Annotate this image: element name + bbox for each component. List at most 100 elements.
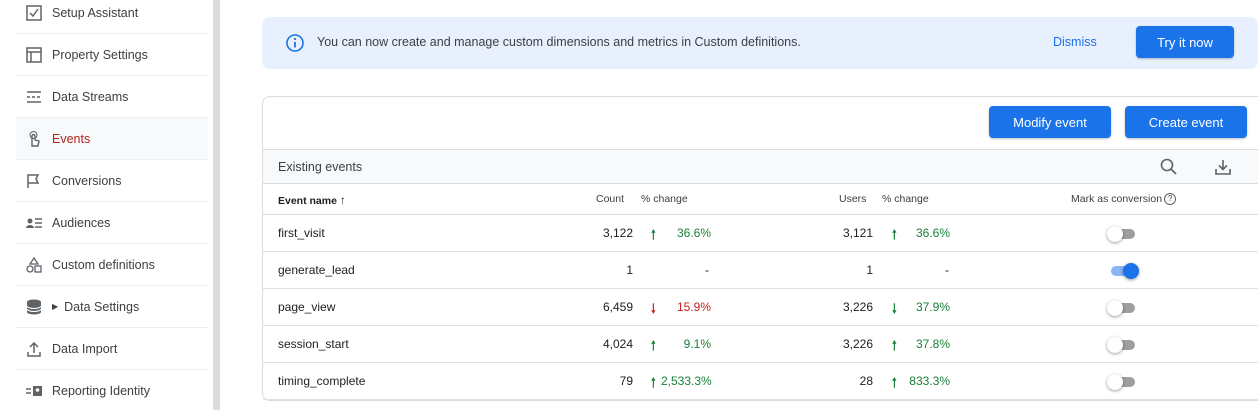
count-change: 15.9% (676, 300, 711, 314)
arrow-up-icon: ↑ (339, 193, 346, 207)
users-change: 37.9% (915, 300, 950, 314)
sidebar-item-label: Data Import (52, 341, 118, 356)
sidebar-item-events[interactable]: Events (16, 118, 208, 160)
users-arrow: 🠑 (892, 226, 897, 248)
column-header-label: Mark as conversion (1071, 193, 1163, 205)
checkbox-icon (16, 4, 52, 22)
sidebar-item-data-import[interactable]: Data Import (16, 328, 208, 370)
column-header-event-name[interactable]: Event name ↑ (278, 193, 346, 207)
caret-right-icon[interactable]: ▶ (52, 302, 59, 311)
column-header-users[interactable]: Users (839, 193, 867, 205)
table-row[interactable]: generate_lead 1 - 1 - (263, 252, 1258, 289)
create-event-button[interactable]: Create event (1125, 106, 1247, 138)
column-header-count-change[interactable]: % change (641, 193, 688, 205)
sidebar-scrollbar[interactable] (213, 0, 220, 410)
events-card: Modify event Create event Existing event… (262, 96, 1258, 401)
users-value: 3,226 (842, 337, 873, 351)
table-row[interactable]: first_visit 3,122 🠑 36.6% 3,121 🠑 36.6% (263, 215, 1258, 252)
count-value: 6,459 (602, 300, 633, 314)
info-banner: You can now create and manage custom dim… (262, 17, 1258, 69)
table-row[interactable]: timing_complete 79 🠑 2,533.3% 28 🠑 833.3… (263, 363, 1258, 400)
sidebar-item-label: Audiences (52, 215, 111, 230)
section-header: Existing events (263, 149, 1258, 184)
conversion-toggle[interactable] (1107, 226, 1139, 242)
users-change: 36.6% (915, 226, 950, 240)
sidebar-item-label: Reporting Identity (52, 383, 150, 398)
conversion-toggle[interactable] (1107, 374, 1139, 390)
audience-icon (16, 214, 52, 232)
sidebar-item-data-streams[interactable]: Data Streams (16, 76, 208, 118)
toggle-thumb (1107, 300, 1123, 316)
conversion-toggle[interactable] (1107, 337, 1139, 353)
sidebar-item-label: Property Settings (52, 47, 148, 62)
sidebar-item-data-settings[interactable]: ▶ Data Settings (16, 286, 208, 328)
users-change: - (945, 263, 949, 277)
toggle-track (1111, 229, 1135, 239)
identity-icon (16, 382, 52, 400)
users-change: 833.3% (909, 374, 950, 388)
table-header: Event name ↑ Count % change Users % chan… (263, 184, 1258, 215)
flag-icon (16, 172, 52, 190)
users-value: 1 (866, 263, 873, 277)
count-change: - (705, 263, 709, 277)
conversion-toggle[interactable] (1107, 300, 1139, 316)
users-arrow: 🠑 (892, 337, 897, 359)
download-icon[interactable] (1213, 157, 1233, 177)
conversion-toggle[interactable] (1107, 263, 1139, 279)
toggle-thumb (1107, 337, 1123, 353)
dismiss-button[interactable]: Dismiss (1053, 35, 1097, 49)
sidebar-item-reporting-identity[interactable]: Reporting Identity (16, 370, 208, 410)
toggle-thumb (1123, 263, 1139, 279)
arrow-up-icon: 🠑 (892, 375, 897, 390)
info-icon (285, 33, 305, 53)
count-arrow: 🠑 (651, 374, 656, 396)
count-value: 1 (626, 263, 633, 277)
column-header-users-change[interactable]: % change (882, 193, 929, 205)
search-icon[interactable] (1159, 157, 1179, 177)
arrow-up-icon: 🠑 (651, 227, 656, 242)
table-row[interactable]: page_view 6,459 🠓 15.9% 3,226 🠓 37.9% (263, 289, 1258, 326)
count-change: 9.1% (683, 337, 711, 351)
sidebar-item-custom-definitions[interactable]: Custom definitions (16, 244, 208, 286)
sidebar-item-property-settings[interactable]: Property Settings (16, 34, 208, 76)
toggle-track (1111, 340, 1135, 350)
arrow-up-icon: 🠑 (651, 338, 656, 353)
count-value: 4,024 (602, 337, 633, 351)
users-arrow: 🠑 (892, 374, 897, 396)
streams-icon (16, 88, 52, 106)
upload-icon (16, 340, 52, 358)
count-arrow: 🠓 (651, 300, 656, 322)
toggle-thumb (1107, 374, 1123, 390)
sidebar-item-audiences[interactable]: Audiences (16, 202, 208, 244)
arrow-down-icon: 🠓 (892, 301, 897, 316)
sidebar-item-label: Custom definitions (52, 257, 155, 272)
table-row[interactable]: session_start 4,024 🠑 9.1% 3,226 🠑 37.8% (263, 326, 1258, 363)
users-value: 3,121 (842, 226, 873, 240)
sidebar-item-setup-assistant[interactable]: Setup Assistant (16, 0, 208, 34)
users-value: 28 (859, 374, 873, 388)
arrow-up-icon: 🠑 (892, 227, 897, 242)
count-value: 3,122 (602, 226, 633, 240)
arrow-up-icon: 🠑 (892, 338, 897, 353)
help-icon[interactable]: ? (1164, 193, 1177, 206)
database-icon (16, 298, 52, 316)
modify-event-button[interactable]: Modify event (989, 106, 1111, 138)
event-name[interactable]: first_visit (278, 226, 325, 240)
sidebar-item-conversions[interactable]: Conversions (16, 160, 208, 202)
try-it-now-button[interactable]: Try it now (1136, 26, 1234, 58)
section-title: Existing events (278, 160, 363, 174)
users-value: 3,226 (842, 300, 873, 314)
banner-message: You can now create and manage custom dim… (317, 35, 801, 49)
arrow-down-icon: 🠓 (651, 301, 656, 316)
column-header-count[interactable]: Count (596, 193, 625, 205)
sidebar: Setup Assistant Property Settings Data S… (0, 0, 212, 410)
event-name[interactable]: timing_complete (278, 374, 366, 388)
event-name[interactable]: generate_lead (278, 263, 355, 277)
event-name[interactable]: page_view (278, 300, 336, 314)
count-change: 36.6% (676, 226, 711, 240)
sidebar-item-label: Conversions (52, 173, 122, 188)
sidebar-item-label: Data Streams (52, 89, 129, 104)
event-name[interactable]: session_start (278, 337, 349, 351)
column-header-mark-conversion: Mark as conversion? (1071, 193, 1177, 206)
